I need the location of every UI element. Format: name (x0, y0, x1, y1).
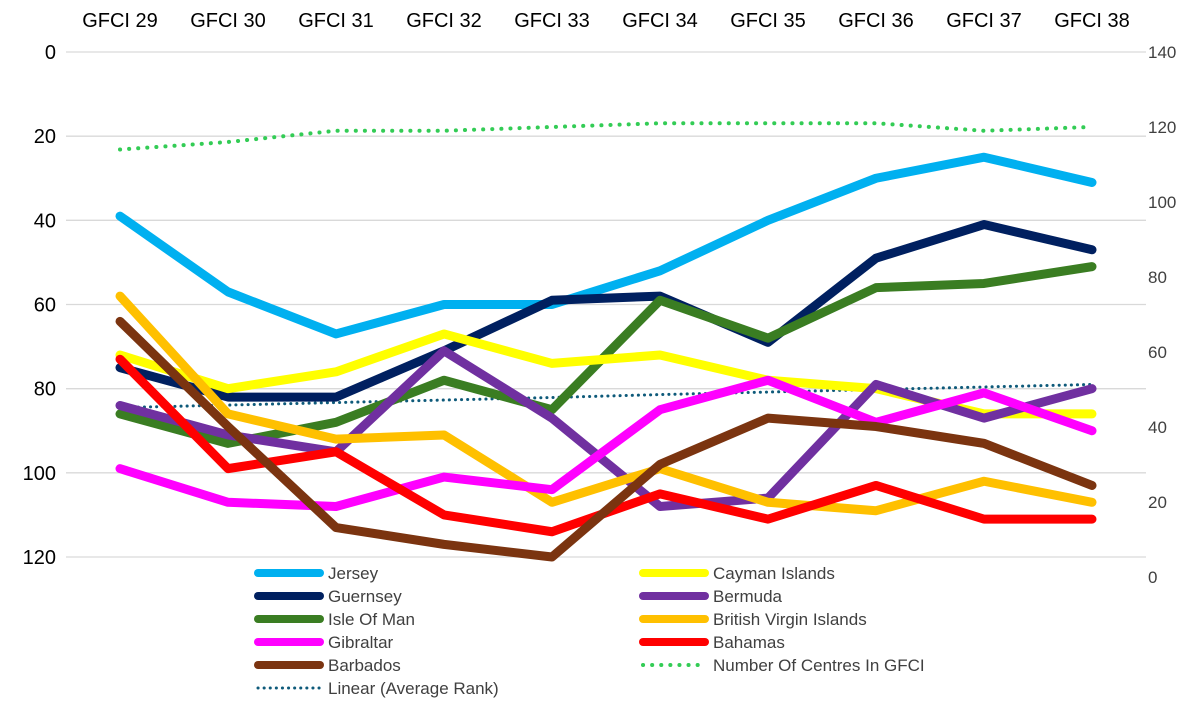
x-tick-label: GFCI 36 (838, 10, 914, 32)
legend: Jersey Cayman Islands Guernsey Bermuda Isle … (254, 564, 925, 698)
series-line-gibraltar (115, 375, 1097, 511)
series-line-jersey (115, 152, 1097, 339)
x-tick-label: GFCI 31 (298, 10, 374, 32)
legend-label: Bermuda (713, 587, 783, 606)
left-tick-label: 40 (34, 210, 56, 232)
series-line-barbados (115, 316, 1097, 562)
legend-label: Jersey (328, 564, 379, 583)
series-lines (115, 121, 1097, 562)
right-tick-label: 80 (1148, 268, 1167, 287)
left-tick-label: 20 (34, 126, 56, 148)
legend-label: Gibraltar (328, 633, 394, 652)
series-line-british-virgin-islands (115, 291, 1097, 516)
x-tick-label: GFCI 35 (730, 10, 806, 32)
x-tick-label: GFCI 37 (946, 10, 1022, 32)
legend-label: Cayman Islands (713, 564, 835, 583)
right-tick-label: 120 (1148, 118, 1176, 137)
series-line-bermuda (115, 346, 1097, 511)
left-tick-label: 60 (34, 295, 56, 317)
series-line-linear-average-rank- (118, 382, 1094, 410)
left-axis-labels: 0 20 40 60 80 100 120 (23, 42, 56, 569)
left-tick-label: 100 (23, 463, 56, 485)
legend-label: Isle Of Man (328, 610, 415, 629)
x-axis-labels: GFCI 29 GFCI 30 GFCI 31 GFCI 32 GFCI 33 GFCI … (82, 10, 1130, 32)
x-tick-label: GFCI 38 (1054, 10, 1130, 32)
x-tick-label: GFCI 33 (514, 10, 590, 32)
right-tick-label: 20 (1148, 493, 1167, 512)
series-line-number-of-centres-in-gfci (118, 121, 1094, 152)
legend-label: Barbados (328, 656, 401, 675)
legend-label: British Virgin Islands (713, 610, 867, 629)
right-tick-label: 140 (1148, 43, 1176, 62)
legend-label: Guernsey (328, 587, 402, 606)
x-tick-label: GFCI 34 (622, 10, 698, 32)
right-tick-label: 60 (1148, 343, 1167, 362)
left-tick-label: 80 (34, 379, 56, 401)
series-line-guernsey (115, 220, 1097, 402)
x-tick-label: GFCI 29 (82, 10, 158, 32)
right-tick-label: 0 (1148, 568, 1157, 587)
left-tick-label: 120 (23, 547, 56, 569)
right-tick-label: 40 (1148, 418, 1167, 437)
right-axis-labels: 0 20 40 60 80 100 120 140 (1148, 43, 1176, 587)
legend-label: Bahamas (713, 633, 785, 652)
x-tick-label: GFCI 30 (190, 10, 266, 32)
right-tick-label: 100 (1148, 193, 1176, 212)
left-tick-label: 0 (45, 42, 56, 64)
legend-label: Linear (Average Rank) (328, 679, 499, 698)
legend-label: Number Of Centres In GFCI (713, 656, 925, 675)
x-tick-label: GFCI 32 (406, 10, 482, 32)
